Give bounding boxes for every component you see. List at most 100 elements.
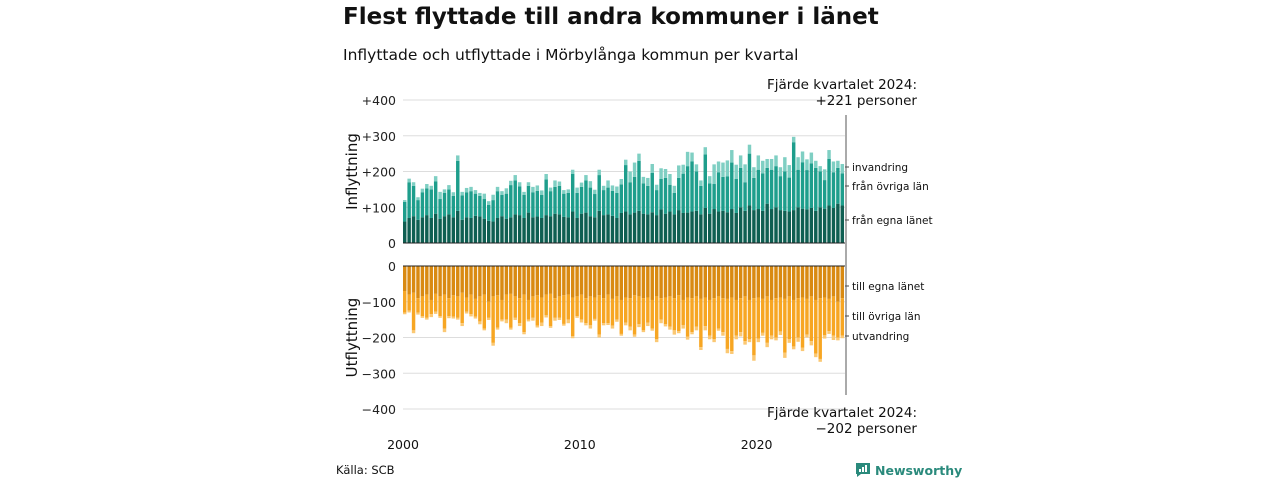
outflow-bar	[712, 339, 716, 343]
outflow-bar	[654, 339, 659, 343]
outflow-bar	[531, 296, 535, 318]
inflow-bar	[761, 173, 765, 211]
outflow-bar	[438, 296, 442, 317]
outflow-bar	[756, 266, 761, 298]
inflow-bar	[805, 170, 809, 210]
inflow-bar	[407, 178, 411, 183]
inflow-bar	[407, 182, 411, 218]
outflow-bar	[478, 266, 482, 297]
outflow-bar	[681, 324, 685, 329]
inflow-bar	[425, 215, 429, 243]
outflow-bar	[761, 266, 765, 299]
inflow-bar	[752, 210, 756, 243]
outflow-bar	[522, 332, 526, 335]
inflow-bar	[597, 175, 601, 211]
inflow-bar	[544, 215, 548, 243]
outflow-bar	[601, 323, 606, 326]
inflow-bar	[464, 187, 469, 193]
inflow-bar	[451, 217, 456, 243]
inflow-bar	[783, 210, 787, 243]
inflow-bar	[637, 210, 641, 243]
inflow-bar	[716, 161, 721, 173]
inflow-bar	[420, 217, 425, 243]
outflow-bar	[659, 266, 663, 299]
outflow-bar	[814, 299, 818, 354]
inflow-bar	[774, 166, 778, 208]
outflow-bar	[562, 266, 566, 296]
outflow-bar	[566, 294, 570, 320]
outflow-bar	[504, 294, 509, 320]
inflow-bar	[685, 151, 690, 167]
outflow-bar	[677, 331, 681, 334]
outflow-bar	[456, 266, 460, 297]
outflow-bar	[761, 298, 765, 333]
inflow-bar	[774, 207, 778, 243]
inflow-bar	[716, 211, 721, 243]
outflow-bar	[403, 291, 407, 313]
inflow-bar	[606, 187, 610, 215]
inflow-bar	[814, 167, 818, 211]
inflow-bar	[756, 155, 761, 170]
inflow-bar	[513, 175, 517, 181]
outflow-bar	[783, 352, 787, 358]
outflow-bar	[500, 319, 504, 322]
outflow-bar	[668, 296, 672, 327]
outflow-bar	[588, 296, 593, 325]
outflow-series-label: till övriga län	[852, 311, 921, 323]
outflow-bar	[553, 317, 557, 321]
inflow-bar	[478, 216, 482, 243]
outflow-bar	[628, 326, 632, 331]
outflow-bar	[831, 296, 836, 336]
inflow-bar	[690, 161, 694, 212]
outflow-bar	[725, 266, 730, 299]
inflow-bar	[429, 217, 433, 243]
outflow-bar	[517, 323, 522, 327]
outflow-bar	[416, 312, 420, 315]
outflow-bar	[672, 266, 677, 299]
outflow-bar	[765, 342, 769, 348]
inflow-bar	[500, 216, 504, 243]
inflow-bar	[747, 144, 752, 154]
outflow-bar	[677, 295, 681, 332]
inflow-bar	[721, 162, 725, 177]
outflow-bar	[495, 295, 500, 328]
inflow-bar	[540, 194, 544, 218]
outflow-bar	[482, 266, 487, 295]
inflow-bar	[495, 217, 500, 243]
outflow-bar	[544, 294, 548, 316]
outflow-bar	[721, 266, 725, 299]
inflow-bar	[522, 191, 526, 195]
inflow-bar	[787, 177, 791, 212]
inflow-bar	[800, 162, 805, 209]
inflow-bar	[694, 164, 699, 172]
outflow-bar	[535, 295, 540, 326]
inflow-bar	[570, 174, 575, 212]
inflow-bar	[672, 214, 677, 243]
outflow-bar	[725, 348, 730, 354]
inflow-bar	[517, 186, 522, 216]
outflow-bar	[632, 295, 637, 335]
outflow-bar	[672, 298, 677, 331]
inflow-bar	[456, 210, 460, 243]
inflow-bar	[575, 217, 579, 243]
inflow-bar	[624, 211, 628, 243]
outflow-bar	[429, 299, 433, 315]
outflow-bar	[707, 335, 712, 340]
outflow-bar	[818, 266, 822, 299]
page-title: Flest flyttade till andra kommuner i län…	[343, 4, 879, 30]
inflow-bar	[584, 180, 588, 213]
inflow-bar	[805, 209, 809, 243]
inflow-bar	[743, 182, 747, 211]
outflow-bar	[553, 266, 557, 299]
outflow-y-tick-label: −300	[362, 366, 396, 381]
outflow-bar	[469, 266, 473, 295]
outflow-bar	[610, 298, 615, 326]
outflow-bar	[646, 266, 650, 298]
outflow-bar	[478, 296, 482, 322]
inflow-bar	[659, 209, 663, 243]
inflow-bar	[624, 165, 628, 212]
inflow-bar	[420, 192, 425, 218]
outflow-bar	[593, 266, 597, 298]
outflow-bar	[460, 292, 464, 324]
inflow-bar	[778, 210, 783, 243]
